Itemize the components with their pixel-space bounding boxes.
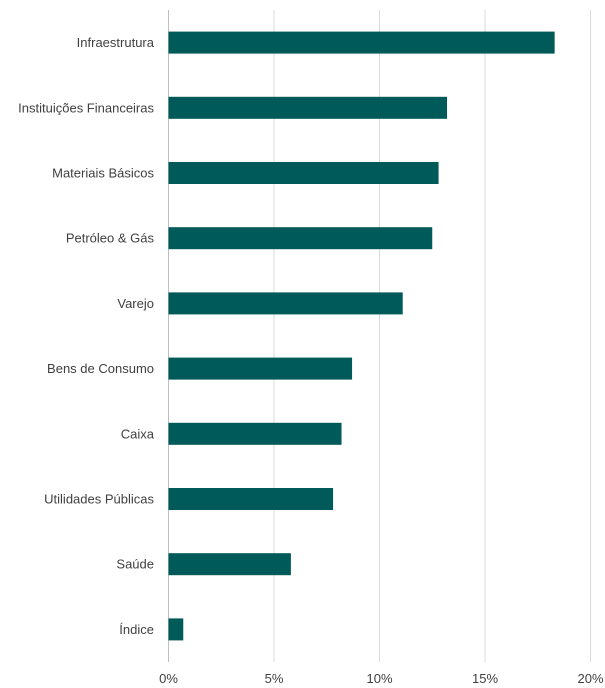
- bar: [168, 227, 433, 250]
- x-tick-labels: 0% 5% 10% 15% 20%: [159, 671, 604, 686]
- bar: [168, 292, 403, 315]
- category-label: Saúde: [116, 557, 154, 572]
- category-label: Varejo: [117, 296, 154, 311]
- x-tick-label: 10%: [366, 671, 392, 686]
- category-labels: Infraestrutura Instituições Financeiras Ma…: [18, 35, 155, 637]
- category-label: Materiais Básicos: [52, 166, 154, 181]
- bar: [168, 357, 353, 380]
- bars: [168, 31, 555, 641]
- bar: [168, 618, 184, 641]
- category-label: Caixa: [121, 426, 155, 441]
- x-tick-label: 15%: [472, 671, 498, 686]
- bar: [168, 488, 334, 510]
- category-label: Bens de Consumo: [47, 361, 154, 376]
- bar: [168, 422, 342, 445]
- x-tick-label: 0%: [159, 671, 178, 686]
- bar: [168, 553, 291, 576]
- category-label: Infraestrutura: [77, 35, 155, 50]
- bar: [168, 96, 448, 119]
- category-label: Petróleo & Gás: [66, 231, 155, 246]
- category-label: Instituições Financeiras: [18, 100, 154, 115]
- x-tick-label: 5%: [265, 671, 284, 686]
- category-label: Índice: [119, 622, 154, 637]
- bar: [168, 162, 439, 184]
- category-label: Utilidades Públicas: [44, 492, 154, 507]
- x-tick-label: 20%: [577, 671, 603, 686]
- bar: [168, 31, 555, 54]
